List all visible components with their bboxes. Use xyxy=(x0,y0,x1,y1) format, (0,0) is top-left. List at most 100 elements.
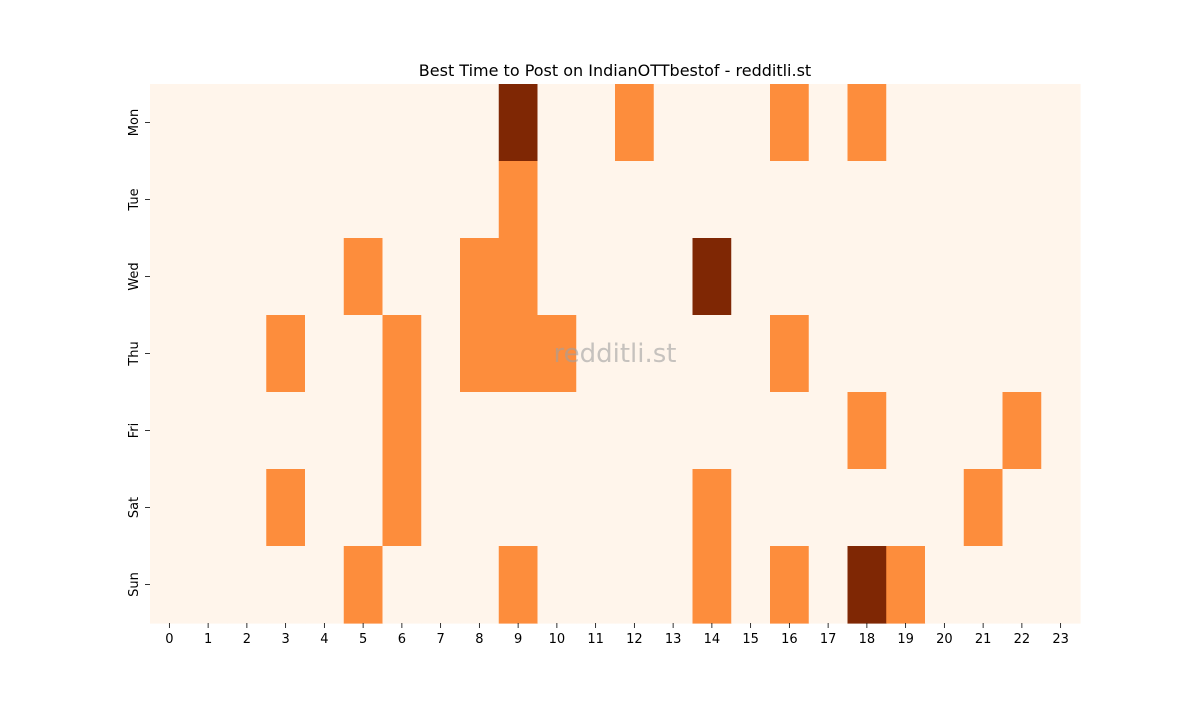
heatmap-cell xyxy=(537,469,577,547)
heatmap-cell xyxy=(227,238,267,316)
heatmap-cells xyxy=(150,84,1081,624)
heatmap-cell xyxy=(421,546,461,624)
heatmap-cell xyxy=(382,469,422,547)
heatmap-cell xyxy=(498,469,539,547)
heatmap-cell xyxy=(963,238,1004,316)
heatmap-cell xyxy=(963,315,1004,393)
heatmap-cell xyxy=(692,392,732,470)
heatmap-cell xyxy=(925,392,965,470)
heatmap-cell xyxy=(150,84,190,162)
heatmap-cell xyxy=(808,161,849,239)
heatmap-cell xyxy=(615,392,655,470)
heatmap-cell xyxy=(382,161,422,239)
heatmap-cell xyxy=(886,84,926,162)
heatmap-cell xyxy=(188,469,229,547)
x-tick-label: 13 xyxy=(665,632,682,647)
heatmap-cell xyxy=(343,546,384,624)
heatmap-cell xyxy=(266,84,306,162)
chart-title: Best Time to Post on IndianOTTbestof - r… xyxy=(419,61,811,80)
heatmap-cell xyxy=(886,469,926,547)
heatmap-cell xyxy=(615,161,655,239)
heatmap-cell xyxy=(382,392,422,470)
y-tick-label: Wed xyxy=(127,262,142,290)
heatmap-cell xyxy=(266,315,306,393)
heatmap-cell xyxy=(653,392,694,470)
heatmap-cell xyxy=(576,392,616,470)
heatmap-cell xyxy=(770,469,810,547)
heatmap-cell xyxy=(305,161,345,239)
x-tick-label: 5 xyxy=(359,632,367,647)
heatmap-cell xyxy=(421,315,461,393)
heatmap-cell xyxy=(343,238,384,316)
heatmap-cell xyxy=(460,392,500,470)
heatmap-cell xyxy=(421,84,461,162)
heatmap-cell xyxy=(188,315,229,393)
x-tick-label: 22 xyxy=(1014,632,1031,647)
heatmap-cell xyxy=(886,161,926,239)
x-tick-label: 2 xyxy=(243,632,251,647)
heatmap-cell xyxy=(305,238,345,316)
heatmap-cell xyxy=(1002,238,1042,316)
heatmap-cell xyxy=(1041,84,1081,162)
heatmap-cell xyxy=(731,238,771,316)
x-tick-label: 1 xyxy=(204,632,212,647)
heatmap-cell xyxy=(808,315,849,393)
heatmap-cell xyxy=(1041,161,1081,239)
heatmap-cell xyxy=(692,238,732,316)
heatmap-cell xyxy=(963,469,1004,547)
heatmap-cell xyxy=(692,469,732,547)
heatmap-cell xyxy=(227,84,267,162)
heatmap-cell xyxy=(1041,238,1081,316)
heatmap-cell xyxy=(188,392,229,470)
heatmap-cell xyxy=(770,315,810,393)
heatmap-cell xyxy=(343,161,384,239)
heatmap-cell xyxy=(266,238,306,316)
heatmap-cell xyxy=(537,315,577,393)
watermark: redditli.st xyxy=(554,339,677,369)
heatmap-cell xyxy=(498,546,539,624)
heatmap-cell xyxy=(150,161,190,239)
heatmap-cell xyxy=(731,469,771,547)
heatmap-cell xyxy=(421,161,461,239)
heatmap-cell xyxy=(537,392,577,470)
heatmap-cell xyxy=(1002,469,1042,547)
heatmap-cell xyxy=(653,238,694,316)
heatmap-cell xyxy=(653,84,694,162)
heatmap-cell xyxy=(808,238,849,316)
heatmap-cell xyxy=(1041,546,1081,624)
heatmap-cell xyxy=(808,84,849,162)
heatmap-cell xyxy=(343,469,384,547)
heatmap-cell xyxy=(498,161,539,239)
heatmap-cell xyxy=(731,546,771,624)
heatmap-cell xyxy=(382,546,422,624)
heatmap-cell xyxy=(1002,84,1042,162)
y-axis: Mon Tue Wed Thu Fri Sat Sun xyxy=(127,109,150,597)
heatmap-cell xyxy=(886,392,926,470)
heatmap-cell xyxy=(576,238,616,316)
heatmap-cell xyxy=(692,84,732,162)
heatmap-cell xyxy=(653,315,694,393)
heatmap-cell xyxy=(847,84,887,162)
heatmap-cell xyxy=(150,392,190,470)
heatmap-cell xyxy=(808,469,849,547)
heatmap-cell xyxy=(692,546,732,624)
heatmap-cell xyxy=(925,315,965,393)
heatmap-cell xyxy=(1002,546,1042,624)
heatmap-cell xyxy=(886,315,926,393)
heatmap-cell xyxy=(925,161,965,239)
heatmap-cell xyxy=(460,546,500,624)
y-tick-label: Sat xyxy=(127,497,142,518)
heatmap-cell xyxy=(1041,315,1081,393)
heatmap-cell xyxy=(576,84,616,162)
heatmap-cell xyxy=(1002,161,1042,239)
heatmap-cell xyxy=(963,392,1004,470)
heatmap-cell xyxy=(963,84,1004,162)
x-tick-label: 12 xyxy=(626,632,643,647)
heatmap-cell xyxy=(305,84,345,162)
x-tick-label: 14 xyxy=(704,632,721,647)
y-tick-label: Fri xyxy=(127,423,142,439)
x-tick-label: 8 xyxy=(475,632,483,647)
heatmap-cell xyxy=(615,84,655,162)
heatmap-cell xyxy=(576,161,616,239)
